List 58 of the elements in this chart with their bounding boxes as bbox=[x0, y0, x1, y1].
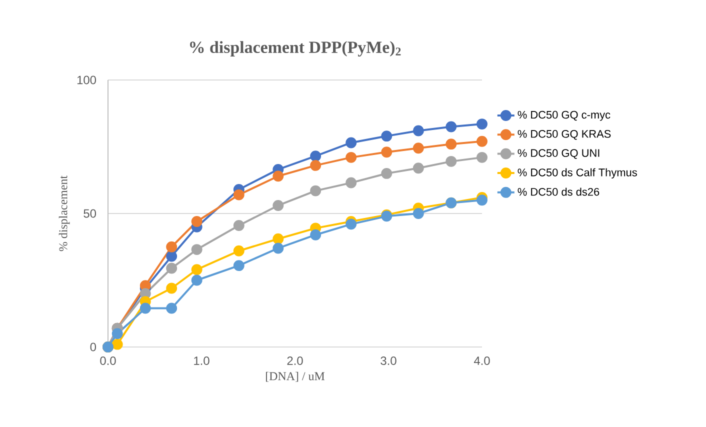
point bbox=[476, 194, 488, 206]
point bbox=[191, 264, 202, 276]
point bbox=[346, 177, 357, 188]
point bbox=[476, 152, 488, 163]
point bbox=[381, 130, 392, 142]
legend-label: % DC50 GQ KRAS bbox=[518, 130, 611, 140]
point bbox=[346, 218, 357, 230]
point bbox=[191, 244, 202, 256]
point bbox=[476, 118, 488, 130]
point bbox=[233, 189, 244, 200]
point bbox=[166, 241, 178, 252]
point bbox=[166, 250, 178, 262]
point bbox=[310, 229, 322, 240]
y-tick-label: 100 bbox=[77, 76, 96, 84]
point bbox=[412, 142, 424, 154]
point bbox=[310, 160, 322, 171]
point bbox=[233, 245, 244, 256]
chart-title: % displacement DPP(PyMe)$_{2}$ bbox=[190, 41, 401, 56]
point bbox=[310, 150, 322, 162]
legend-label: % DC50 ds Calf Thymus bbox=[518, 168, 637, 178]
point bbox=[272, 200, 284, 211]
point bbox=[381, 168, 392, 179]
point bbox=[310, 185, 322, 196]
x-axis-title: [DNA] / uM bbox=[266, 372, 325, 382]
x-tick-label: 0.0 bbox=[100, 356, 116, 365]
legend-label: % DC50 ds ds26 bbox=[518, 188, 600, 196]
point bbox=[346, 137, 357, 148]
point bbox=[272, 242, 284, 254]
legend-label: % DC50 GQ c-myc bbox=[518, 110, 610, 121]
point bbox=[412, 208, 424, 219]
point bbox=[166, 262, 178, 274]
point bbox=[233, 220, 244, 231]
point bbox=[446, 138, 457, 150]
point bbox=[140, 302, 151, 314]
point bbox=[346, 152, 357, 163]
point bbox=[412, 125, 424, 136]
point bbox=[446, 121, 457, 132]
y-axis-title: % displacement bbox=[58, 176, 70, 252]
point bbox=[166, 302, 178, 314]
y-tick-label: 0 bbox=[90, 342, 96, 352]
point bbox=[412, 162, 424, 174]
y-tick-label: 50 bbox=[84, 209, 96, 218]
point bbox=[476, 136, 488, 147]
point bbox=[112, 338, 123, 350]
x-tick-label: 4.0 bbox=[474, 356, 490, 365]
point bbox=[191, 216, 202, 227]
point bbox=[446, 156, 457, 167]
legend-label: % DC50 GQ UNI bbox=[518, 149, 600, 159]
point bbox=[166, 282, 178, 294]
point bbox=[381, 146, 392, 158]
point bbox=[191, 274, 202, 286]
x-tick-label: 3.0 bbox=[380, 356, 396, 365]
point bbox=[272, 170, 284, 182]
point bbox=[112, 328, 123, 340]
x-tick-label: 2.0 bbox=[287, 356, 303, 365]
point bbox=[233, 260, 244, 272]
x-tick-label: 1.0 bbox=[194, 356, 210, 365]
point bbox=[272, 233, 284, 244]
